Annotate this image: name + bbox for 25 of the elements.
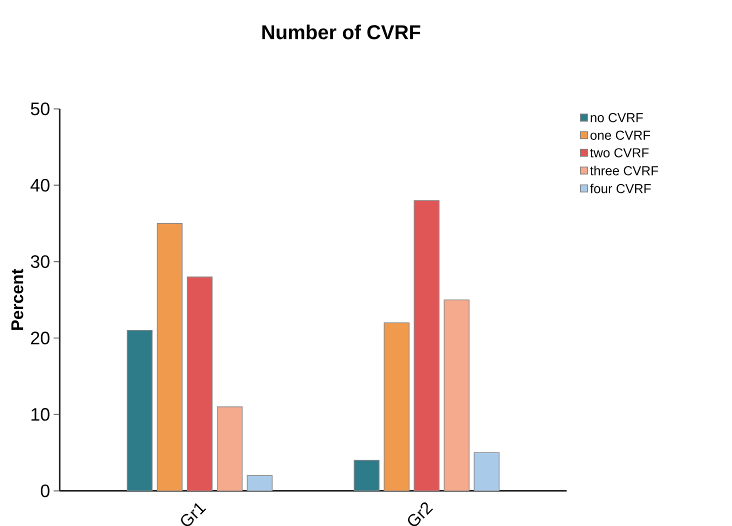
legend-label: one CVRF bbox=[590, 130, 650, 140]
x-tick-label: Gr1 bbox=[181, 503, 206, 526]
y-tick-label: 40 bbox=[30, 178, 50, 192]
bar bbox=[414, 200, 440, 491]
y-tick-label: 50 bbox=[30, 102, 50, 116]
y-axis-title: Percent bbox=[11, 268, 24, 330]
y-tick-label: 20 bbox=[31, 332, 50, 344]
bar bbox=[354, 460, 380, 491]
bar bbox=[474, 452, 500, 491]
bar bbox=[216, 406, 243, 491]
bar bbox=[156, 223, 183, 491]
chart-title: Number of CVRF bbox=[262, 24, 420, 40]
bar bbox=[246, 475, 273, 491]
legend-label: three CVRF bbox=[590, 166, 658, 176]
y-tick-label: 30 bbox=[30, 255, 50, 268]
y-tick-label: 10 bbox=[32, 408, 50, 421]
bar bbox=[126, 330, 153, 491]
bar bbox=[384, 322, 410, 491]
bar bbox=[444, 299, 470, 491]
x-tick-label: Gr2 bbox=[408, 502, 434, 526]
y-tick-label: 0 bbox=[40, 484, 50, 498]
legend-label: no CVRF bbox=[590, 113, 643, 122]
legend-label: two CVRF bbox=[590, 148, 649, 158]
bar bbox=[186, 276, 213, 491]
legend-label: four CVRF bbox=[590, 184, 651, 194]
